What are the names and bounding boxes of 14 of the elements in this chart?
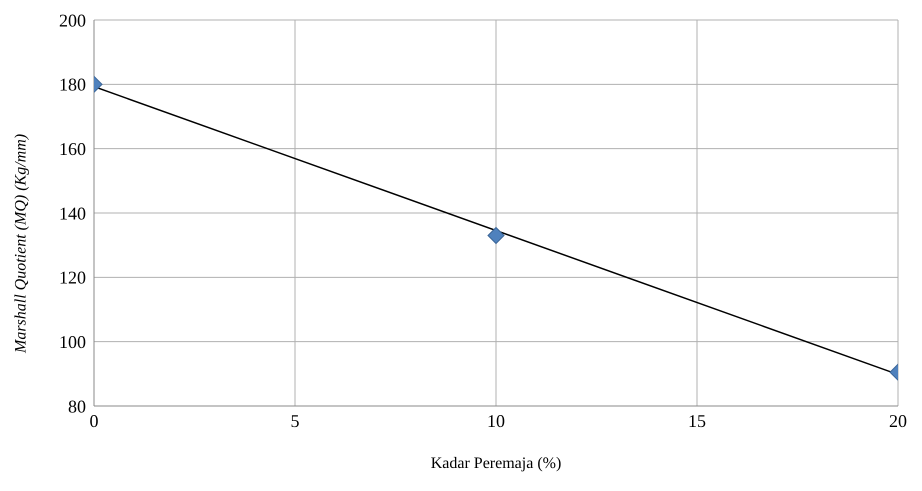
y-tick-label: 140 <box>59 203 86 224</box>
y-tick-label: 160 <box>59 139 86 160</box>
x-tick-label: 20 <box>889 410 907 431</box>
y-tick-label: 80 <box>68 396 86 416</box>
y-tick-label: 100 <box>59 332 86 352</box>
y-axis-title: Marshall Quotient (MQ) (Kg/mm) <box>12 134 30 354</box>
x-tick-label: 15 <box>688 410 706 431</box>
x-tick-label: 5 <box>290 410 300 431</box>
y-tick-label: 200 <box>59 10 86 30</box>
y-tick-label: 120 <box>59 268 86 288</box>
x-tick-label: 0 <box>90 410 98 431</box>
x-axis-title: Kadar Peremaja (%) <box>430 455 562 472</box>
x-tick-label: 10 <box>487 410 505 431</box>
y-tick-label: 180 <box>59 74 86 95</box>
